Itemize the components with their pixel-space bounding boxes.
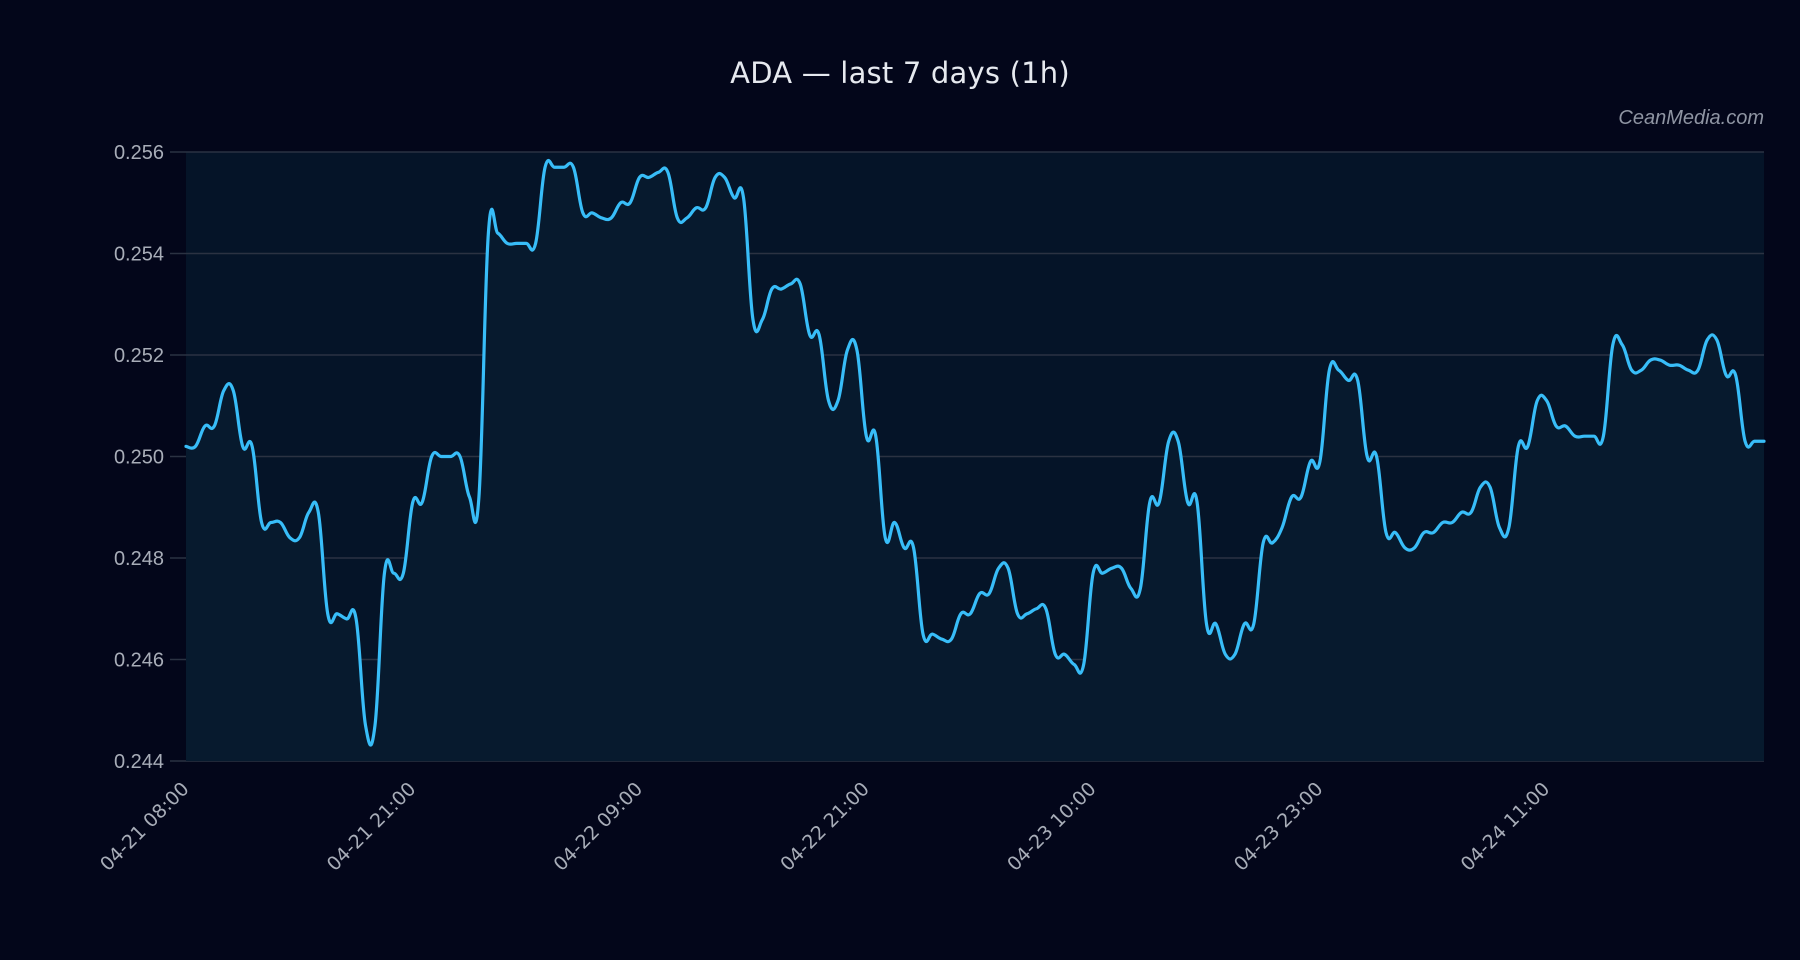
x-tick-label: 04-23 10:00 — [1003, 778, 1101, 876]
x-tick-label: 04-22 21:00 — [776, 778, 874, 876]
price-line — [184, 158, 1766, 747]
y-tick-label: 0.250 — [114, 447, 164, 469]
x-tick-label: 04-21 21:00 — [323, 778, 421, 876]
x-tick-label: 04-21 08:00 — [96, 778, 194, 876]
y-tick-label: 0.248 — [114, 548, 164, 570]
y-tick-label: 0.256 — [114, 142, 164, 164]
y-tick-label: 0.246 — [114, 650, 164, 672]
y-tick-label: 0.244 — [114, 751, 164, 773]
x-tick-label: 04-24 11:00 — [1457, 778, 1555, 876]
price-area — [186, 160, 1764, 761]
x-axis: 04-21 08:00 04-21 21:00 04-22 09:00 04-22 2… — [96, 778, 1554, 876]
watermark: CeanMedia.com — [1618, 107, 1764, 129]
x-tick-label: 04-23 23:00 — [1230, 778, 1328, 876]
x-tick-label: 04-22 09:00 — [550, 778, 648, 876]
chart-title: ADA — last 7 days (1h) — [730, 56, 1070, 90]
y-tick-label: 0.252 — [114, 345, 164, 367]
y-axis: 0.256 0.254 0.252 0.250 0.248 0.246 0.244 — [114, 142, 164, 773]
y-tick-label: 0.254 — [114, 244, 164, 266]
